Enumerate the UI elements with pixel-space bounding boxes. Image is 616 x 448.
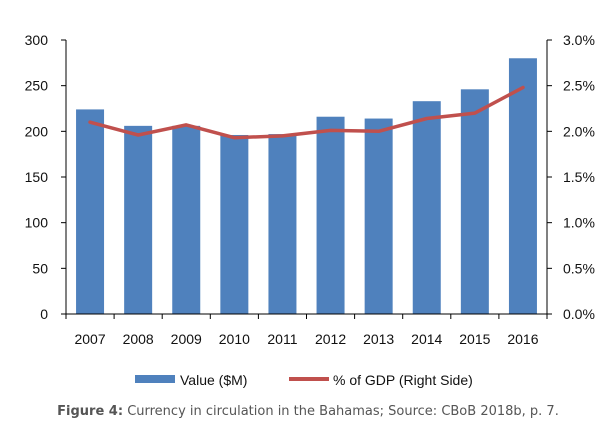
bar-2014	[412, 101, 441, 315]
x-tick-label: 2008	[123, 331, 154, 347]
right-tick-label: 2.0%	[563, 123, 595, 139]
x-tick-label: 2007	[74, 331, 105, 347]
left-tick-label: 200	[25, 123, 49, 139]
right-tick-label: 1.0%	[563, 215, 595, 231]
x-tick-label: 2014	[411, 331, 442, 347]
right-tick-label: 1.5%	[563, 169, 595, 185]
bar-2011	[268, 134, 297, 314]
legend: Value ($M) % of GDP (Right Side)	[135, 372, 473, 388]
left-tick-label: 100	[25, 215, 49, 231]
caption-text: Currency in circulation in the Bahamas; …	[123, 404, 559, 419]
x-tick-label: 2015	[459, 331, 490, 347]
legend-label-value: Value ($M)	[180, 372, 247, 388]
bar-2015	[460, 89, 489, 314]
right-tick-label: 3.0%	[563, 32, 595, 48]
bar-2013	[364, 118, 393, 315]
line-layer	[88, 85, 525, 140]
x-tick-label: 2009	[171, 331, 202, 347]
x-tick-label: 2010	[219, 331, 250, 347]
legend-label-gdp: % of GDP (Right Side)	[333, 372, 473, 388]
x-tick-label: 2013	[363, 331, 394, 347]
figure-caption: Figure 4: Currency in circulation in the…	[0, 404, 616, 419]
right-tick-label: 0.5%	[563, 260, 595, 276]
x-tick-label: 2016	[507, 331, 538, 347]
bar-2007	[76, 109, 105, 314]
left-tick-label: 150	[25, 169, 49, 185]
right-tick-label: 0.0%	[563, 306, 595, 322]
bar-2010	[220, 134, 249, 314]
caption-label: Figure 4:	[57, 404, 124, 419]
axes-layer: 0 50 100 150 200 250 300 0.0% 0.5% 1.0% 1.5% 2.0% 2.…	[25, 32, 595, 347]
right-tick-label: 2.5%	[563, 78, 595, 94]
bars-layer	[76, 58, 537, 315]
left-tick-label: 300	[25, 32, 49, 48]
bar-2012	[316, 116, 345, 314]
left-tick-label: 50	[32, 260, 48, 276]
bar-2009	[172, 125, 201, 314]
x-tick-label: 2012	[315, 331, 346, 347]
left-tick-label: 0	[40, 306, 48, 322]
x-tick-label: 2011	[267, 331, 297, 347]
legend-bar-swatch	[135, 375, 175, 383]
bar-2008	[124, 125, 153, 314]
bar-2016	[508, 58, 537, 315]
left-tick-label: 250	[25, 78, 49, 94]
gdp-line	[88, 85, 525, 140]
